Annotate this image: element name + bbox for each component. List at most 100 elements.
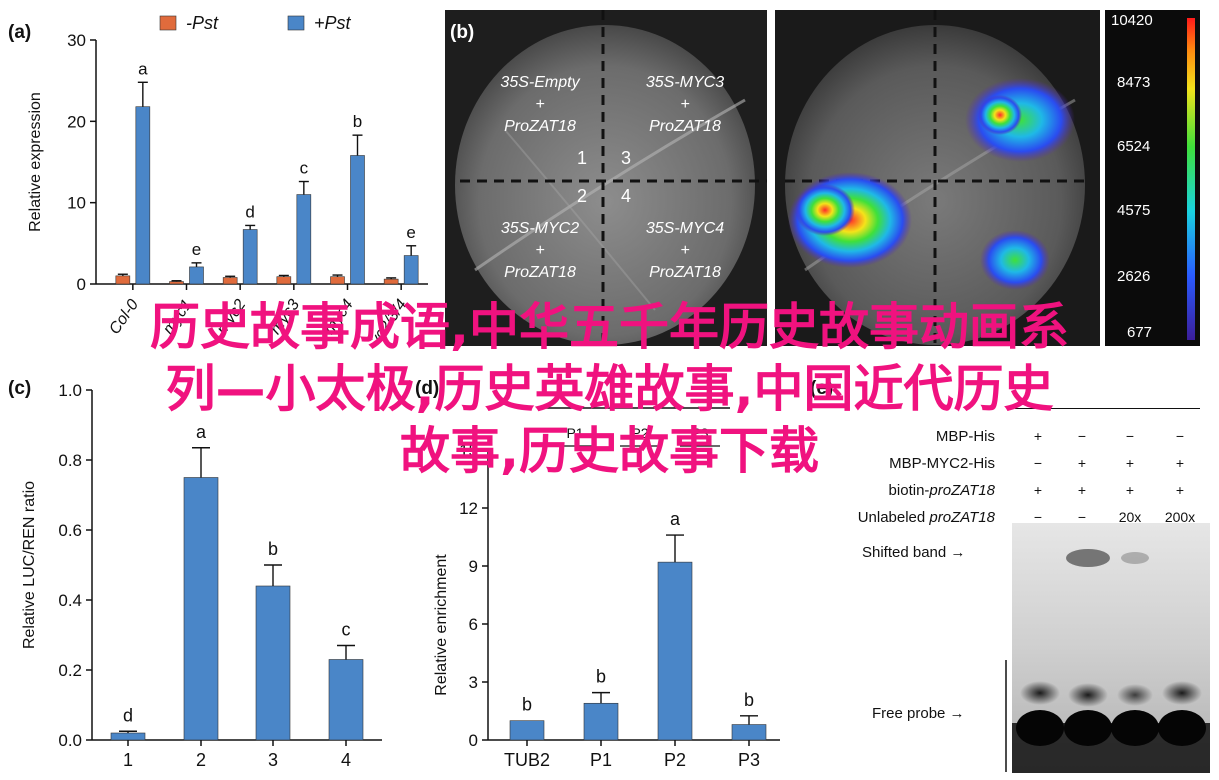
panel-label-a: (a): [8, 22, 32, 43]
d-xtick-label: P2: [664, 750, 686, 770]
free-probe-bracket: [1005, 660, 1007, 772]
shifted-band-label: Shifted band →: [862, 544, 966, 561]
emsa-row: MBP-MYC2-His − + + +: [800, 455, 1210, 477]
c-xtick-label: 4: [341, 750, 351, 770]
c-ytick-label: 0.2: [58, 661, 82, 680]
d-bar: [731, 724, 767, 741]
d-region-label: P3: [691, 425, 708, 441]
emsa-row: Unlabeled proZAT18 − − 20x 200x: [800, 509, 1210, 531]
scale-background: [1105, 10, 1200, 346]
c-ylabel: Relative LUC/REN ratio: [21, 481, 38, 649]
a-ylabel: Relative expression: [27, 92, 44, 232]
emsa-row-label: MBP-His: [935, 428, 995, 445]
c-sig-letter: a: [196, 422, 207, 442]
scale-label-8473: 8473: [1117, 74, 1151, 91]
c-bar: [255, 585, 291, 741]
d-ylabel: Relative enrichment: [433, 554, 450, 696]
free-probe-lane3: [1117, 684, 1153, 706]
panel-label-c: (c): [8, 378, 32, 399]
color-scale-bar: [1187, 18, 1195, 340]
c-ytick-label: 1.0: [58, 381, 82, 400]
free-probe-lane1: [1020, 681, 1060, 705]
chart-d-enrichment: 0 3 6 9 12 15 Relative enrichment b TUB2 b P1 a P2 b P…: [433, 407, 780, 770]
d-bar: [509, 720, 545, 741]
c-xtick-label: 1: [123, 750, 133, 770]
panel-b-leaf-images: 35S-Empty + ProZAT18 35S-MYC3 + ProZAT18 35S…: [445, 10, 1200, 346]
d-ytick-label: 6: [469, 615, 478, 634]
d-sig-letter: b: [522, 695, 532, 715]
quadrant-number-4: 4: [621, 186, 632, 206]
scale-label-10420: 10420: [1111, 12, 1153, 29]
emsa-cell: −: [1033, 455, 1043, 471]
signal-myc4: [980, 230, 1050, 290]
panel-label-d: (d): [415, 378, 440, 399]
d-sig-letter: b: [744, 690, 754, 710]
emsa-cell: +: [1033, 428, 1043, 444]
scale-label-6524: 6524: [1117, 138, 1151, 155]
emsa-cell: +: [1175, 455, 1185, 471]
scale-label-677: 677: [1127, 324, 1153, 341]
free-arrow-icon: →: [949, 705, 965, 722]
d-sig-letter: b: [596, 667, 606, 687]
emsa-cell: +: [1175, 482, 1185, 498]
a-legend-label: +Pst: [314, 13, 352, 33]
quadrant-number-3: 3: [621, 148, 632, 168]
c-bar: [328, 659, 364, 741]
emsa-row-label: Unlabeled proZAT18: [857, 509, 995, 526]
c-ytick-label: 0.6: [58, 521, 82, 540]
d-region-label: P1: [566, 425, 583, 441]
c-ytick-label: 0.8: [58, 451, 82, 470]
c-sig-letter: b: [268, 539, 278, 559]
d-sig-letter: a: [670, 509, 681, 529]
c-sig-letter: c: [342, 620, 351, 640]
free-probe-lane2: [1068, 683, 1108, 707]
panel-label-e: (e): [810, 378, 834, 399]
emsa-cell: −: [1077, 428, 1087, 444]
a-sig-letter: e: [406, 223, 415, 242]
c-ytick-label: 0.0: [58, 731, 82, 750]
a-legend-label: -Pst: [186, 13, 219, 33]
a-ytick-label: 20: [67, 112, 86, 131]
free-probe-lane4: [1162, 681, 1202, 705]
d-region-label: P2: [631, 425, 648, 441]
d-ytick-label: 9: [469, 557, 478, 576]
quadrant-number-1: 1: [577, 148, 588, 168]
free-probe-label: Free probe →: [872, 705, 965, 722]
shifted-band-lane2: [1066, 549, 1110, 567]
c-ytick-label: 0.4: [58, 591, 82, 610]
quadrant-label-4: 35S-MYC4 + ProZAT18: [645, 220, 725, 281]
emsa-row: MBP-His + − − −: [800, 428, 1210, 450]
a-sig-letter: c: [300, 159, 309, 178]
a-sig-letter: a: [138, 59, 148, 78]
d-bar: [583, 702, 619, 741]
emsa-cell: −: [1033, 509, 1043, 525]
emsa-cell: −: [1175, 428, 1185, 444]
emsa-cell: −: [1077, 509, 1087, 525]
quadrant-label-3: 35S-MYC3 + ProZAT18: [645, 74, 725, 135]
a-legend-swatch: [159, 15, 177, 31]
emsa-cell: +: [1125, 455, 1135, 471]
a-ytick-label: 0: [77, 275, 86, 294]
emsa-row-label: biotin-proZAT18: [888, 482, 995, 499]
emsa-cell: −: [1125, 428, 1135, 444]
emsa-header-line: [1015, 408, 1200, 409]
quadrant-label-2: 35S-MYC2 + ProZAT18: [500, 220, 580, 281]
a-sig-letter: d: [245, 202, 254, 221]
chart-c-luc-ren: 0.0 0.2 0.4 0.6 0.8 1.0 Relative LUC/REN ratio…: [21, 381, 382, 770]
scale-label-4575: 4575: [1117, 202, 1151, 219]
emsa-cell: +: [1125, 482, 1135, 498]
emsa-cell: 200x: [1164, 509, 1196, 525]
a-ytick-label: 10: [67, 194, 86, 213]
emsa-gel: [1012, 523, 1210, 773]
a-ytick-label: 30: [67, 31, 86, 50]
d-bar: [657, 561, 693, 741]
d-ytick-label: 3: [469, 673, 478, 692]
a-sig-letter: e: [192, 240, 201, 259]
scale-label-2626: 2626: [1117, 268, 1151, 285]
emsa-cell: +: [1077, 455, 1087, 471]
quadrant-label-1: 35S-Empty + ProZAT18: [500, 74, 580, 135]
shifted-band-lane3: [1121, 552, 1149, 564]
shifted-arrow-icon: →: [950, 544, 966, 561]
panel-label-b: (b): [450, 22, 475, 43]
